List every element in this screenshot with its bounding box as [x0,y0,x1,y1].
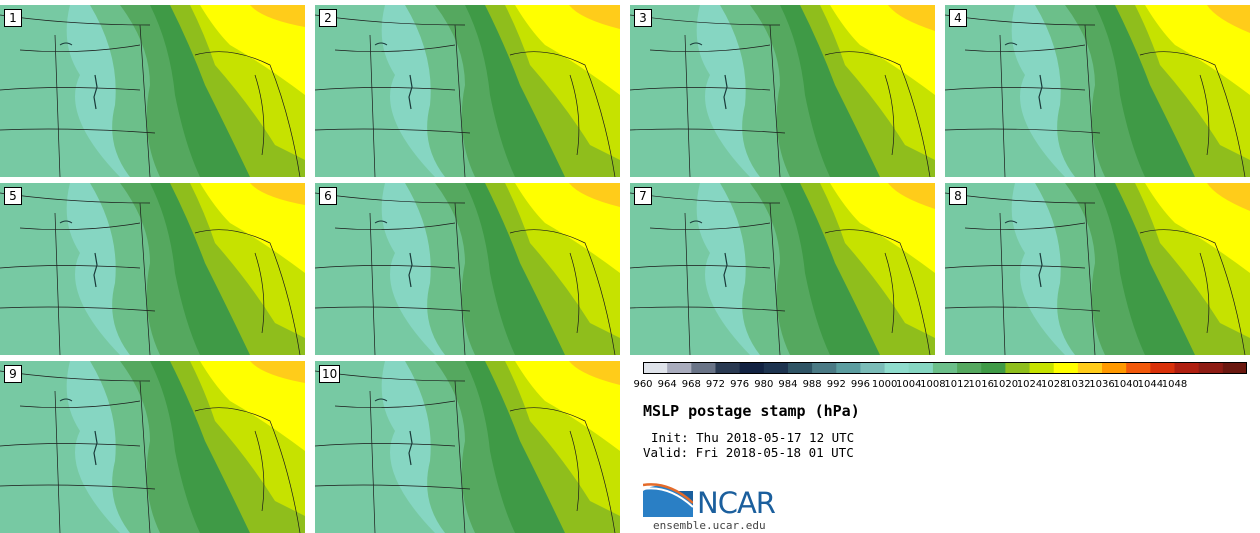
colorbar-swatch [812,362,837,374]
colorbar-tick-label: 968 [681,379,701,390]
colorbar-swatch [643,362,668,374]
stamp-map [0,5,305,177]
colorbar-swatch [763,362,789,374]
colorbar-swatch [691,362,716,374]
colorbar-swatch [667,362,692,374]
colorbar-swatch [739,362,765,374]
stamp-map [630,5,935,177]
colorbar-tick-label: 960 [633,379,653,390]
colorbar-swatch [715,362,741,374]
stamp-label: 7 [634,187,652,205]
colorbar-tick-label: 1008 [920,379,946,390]
plot-title: MSLP postage stamp (hPa) [643,402,860,420]
stamp-panel-4: 4 [945,5,1250,177]
stamp-panel-5: 5 [0,183,305,355]
colorbar-swatch [884,362,910,374]
stamp-map [945,183,1250,355]
stamp-label: 5 [4,187,22,205]
stamp-panel-1: 1 [0,5,305,177]
stamp-label: 10 [319,365,341,383]
site-url: ensemble.ucar.edu [653,519,766,532]
stamp-map [315,5,620,177]
colorbar-tick-label: 1036 [1089,379,1115,390]
colorbar-swatch [836,362,861,374]
stamp-panel-10: 10 [315,361,620,533]
colorbar-swatch [932,362,958,374]
colorbar-tick-label: 1028 [1040,379,1067,390]
colorbar-swatch [1150,362,1176,374]
stamp-panel-7: 7 [630,183,935,355]
colorbar-swatch [860,362,886,374]
valid-time: Valid: Fri 2018-05-18 01 UTC [643,445,854,460]
colorbar-tick-label: 972 [705,379,726,390]
stamp-label: 8 [949,187,967,205]
stamp-map [0,183,305,355]
colorbar-border [643,362,1247,374]
colorbar-swatch [1174,362,1200,374]
stamp-panel-8: 8 [945,183,1250,355]
colorbar-tick-label: 1000 [871,379,898,390]
colorbar-tick-label: 964 [657,379,677,390]
colorbar-tick-label: 988 [802,379,822,390]
colorbar-tick-label: 1012 [944,379,970,390]
stamp-panel-6: 6 [315,183,620,355]
colorbar-tick-label: 984 [778,379,798,390]
init-time: Init: Thu 2018-05-17 12 UTC [651,430,855,445]
mslp-colorbar [643,362,1247,374]
stamp-label: 9 [4,365,22,383]
stamp-map [0,361,305,533]
colorbar-tick-label: 992 [826,379,846,390]
colorbar-swatch [1222,362,1247,374]
colorbar-swatch [1077,362,1103,374]
colorbar-swatch [981,362,1006,374]
colorbar-swatch [1053,362,1079,374]
stamp-label: 2 [319,9,337,27]
stamp-label: 6 [319,187,337,205]
stamp-map [315,361,620,533]
colorbar-swatch [908,362,934,374]
stamp-label: 1 [4,9,22,27]
colorbar-tick-label: 1040 [1113,379,1139,390]
colorbar-swatch [957,362,982,374]
colorbar-swatch [1005,362,1031,374]
colorbar-tick-label: 996 [850,379,870,390]
colorbar-swatch [1029,362,1055,374]
stamp-map [315,183,620,355]
stamp-label: 4 [949,9,967,27]
stamp-panel-2: 2 [315,5,620,177]
colorbar-swatch [1198,362,1224,374]
colorbar-tick-label: 1044 [1137,379,1164,390]
colorbar-tick-label: 976 [730,379,750,390]
colorbar-tick-label: 1032 [1065,379,1091,390]
colorbar-swatch [1126,362,1151,374]
colorbar-swatch [1102,362,1127,374]
colorbar-tick-label: 1016 [968,379,994,390]
colorbar-tick-label: 1024 [1016,379,1043,390]
colorbar-swatch [787,362,813,374]
colorbar-tick-label: 1020 [992,379,1019,390]
colorbar-tick-label: 1004 [896,379,922,390]
logo-text: NCAR [697,486,776,520]
ncar-logo-icon [643,483,693,517]
colorbar-tick-label: 1048 [1161,379,1188,390]
colorbar-tick-label: 980 [754,379,774,390]
stamp-panel-9: 9 [0,361,305,533]
stamp-map [945,5,1250,177]
stamp-label: 3 [634,9,652,27]
stamp-map [630,183,935,355]
stamp-panel-3: 3 [630,5,935,177]
